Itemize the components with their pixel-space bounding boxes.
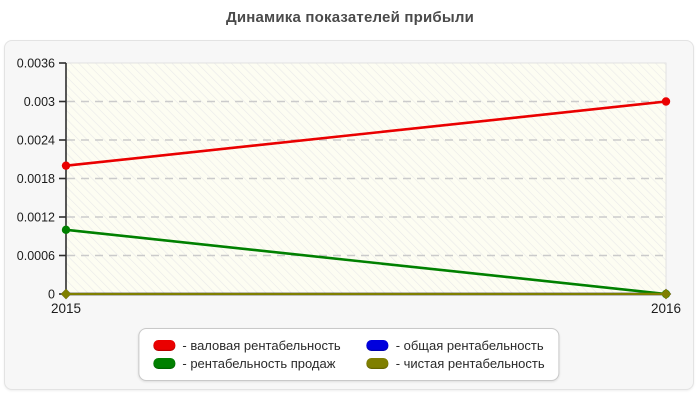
y-tick-label: 0.0036 (17, 57, 55, 71)
legend: - валовая рентабельность - общая рентабел… (138, 328, 560, 381)
marker-circle-0 (661, 97, 671, 106)
y-tick-label: 0.0024 (17, 134, 55, 148)
y-tick-label: 0.0012 (17, 211, 55, 225)
marker-diamond-3 (60, 288, 72, 300)
legend-swatch-icon (366, 358, 389, 369)
series-line-0 (65, 100, 667, 167)
legend-item: - валовая рентабельность (153, 337, 341, 354)
legend-label: - рентабельность продаж (182, 356, 336, 371)
legend-item: - чистая рентабельность (366, 355, 545, 372)
marker-circle-0 (61, 161, 71, 170)
y-tick-label: 0 (48, 288, 55, 302)
marker-diamond-3 (660, 288, 672, 300)
legend-swatch-icon (153, 340, 176, 351)
series-line-2 (65, 228, 667, 296)
legend-swatch-icon (366, 340, 389, 351)
marker-circle-2 (61, 225, 71, 235)
x-tick-label: 2016 (651, 301, 681, 316)
x-tick-label: 2015 (51, 301, 81, 316)
chart-svg: 0 0.0006 0.0012 0.0018 0.0024 0.003 0.0036 2015… (17, 57, 681, 317)
legend-item: - общая рентабельность (366, 337, 545, 354)
legend-item: - рентабельность продаж (153, 355, 340, 372)
chart-title: Динамика показателей прибыли (225, 9, 475, 26)
plot-root: 0 0.0006 0.0012 0.0018 0.0024 0.003 0.0036 2015… (17, 57, 681, 317)
y-tick-label: 0.0018 (17, 172, 55, 186)
y-tick-label: 0.0006 (17, 249, 55, 263)
legend-label: - чистая рентабельность (395, 356, 545, 371)
legend-label: - общая рентабельность (395, 338, 544, 353)
legend-label: - валовая рентабельность (182, 338, 341, 353)
chart-panel: 0 0.0006 0.0012 0.0018 0.0024 0.003 0.0036 2015… (4, 40, 694, 390)
y-tick-label: 0.003 (24, 95, 55, 109)
legend-swatch-icon (153, 358, 176, 369)
